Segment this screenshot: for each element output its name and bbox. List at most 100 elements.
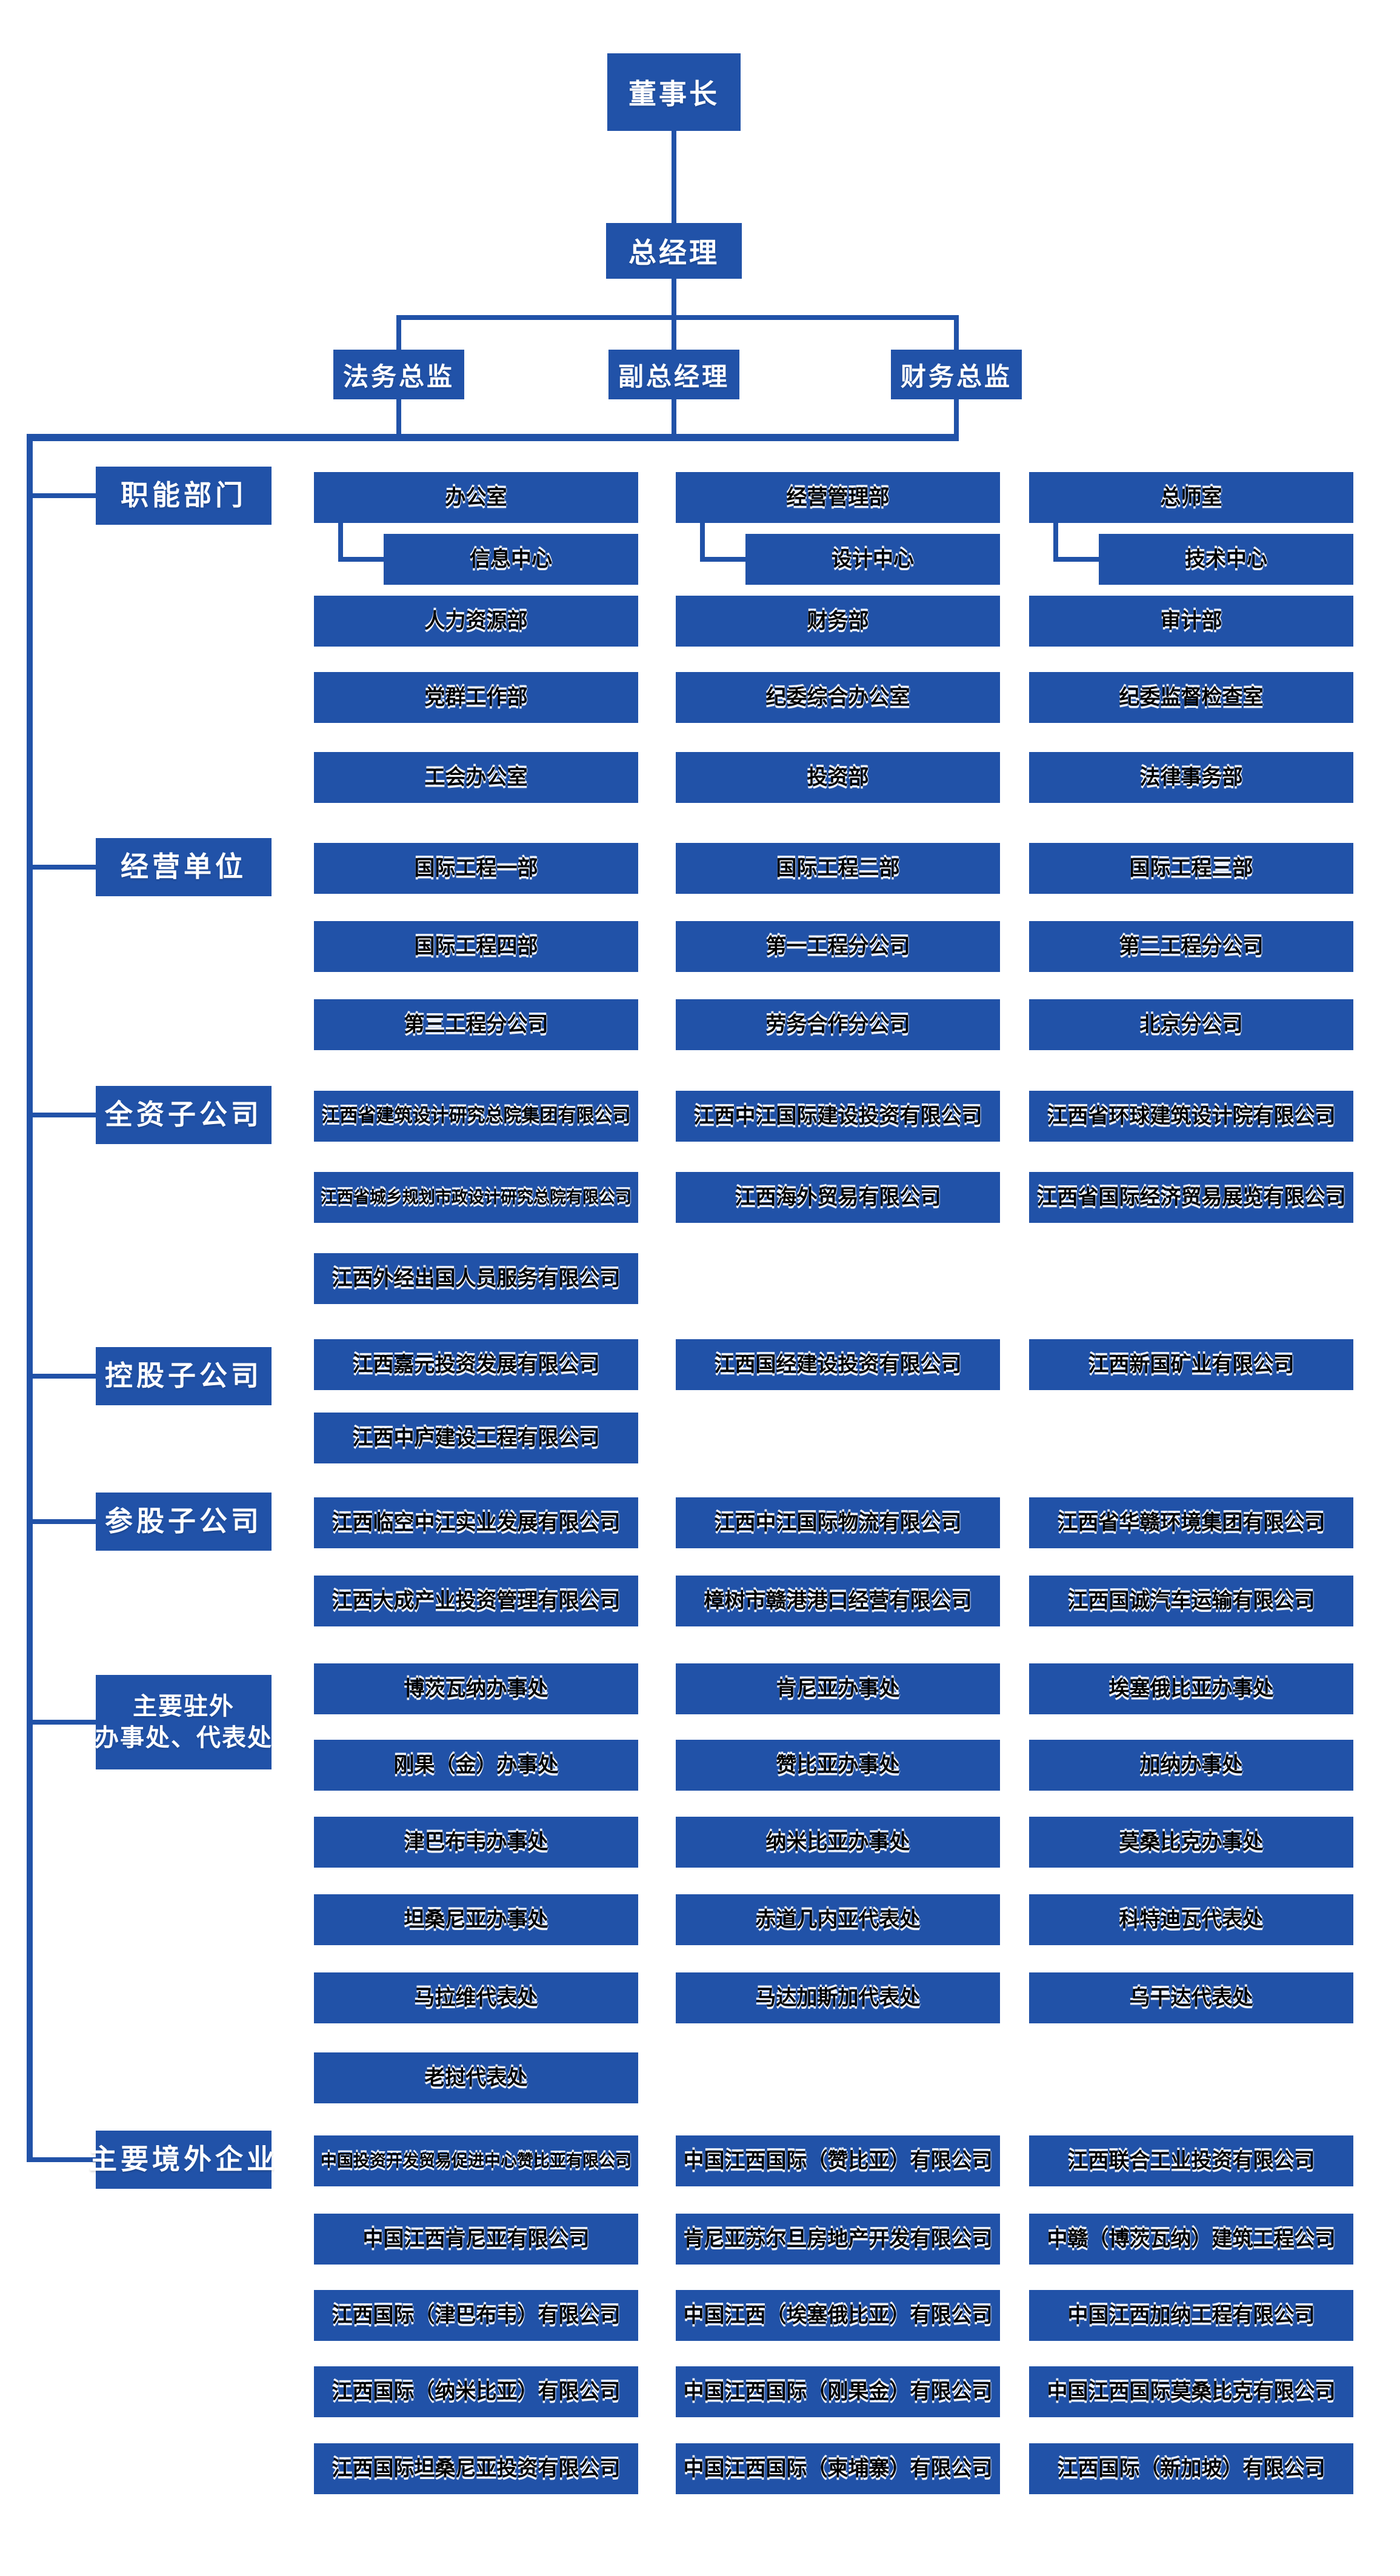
org-unit-box: 江西国经建设投资有限公司 (676, 1339, 1000, 1390)
section-label: 经营单位 (121, 851, 247, 883)
connector-vertical-line (396, 399, 401, 434)
org-unit-label: 国际工程二部 (776, 857, 900, 880)
org-unit-box: 江西国际（纳米比亚）有限公司 (314, 2366, 638, 2417)
org-unit-box: 江西大成产业投资管理有限公司 (314, 1576, 638, 1626)
org-unit-box: 中国江西加纳工程有限公司 (1029, 2290, 1353, 2341)
finance-director-label: 财务总监 (900, 362, 1012, 391)
connector-main-rail (27, 434, 959, 441)
org-unit-box: 财务部 (676, 596, 1000, 647)
org-unit-label: 江西新国矿业有限公司 (1088, 1353, 1295, 1376)
connector-sub-elbow-vertical (338, 523, 343, 562)
chairman-box: 董事长 (607, 53, 741, 131)
org-unit-label: 江西国诚汽车运输有限公司 (1067, 1589, 1315, 1612)
org-unit-box: 中国江西国际（刚果金）有限公司 (676, 2366, 1000, 2417)
section-label-box: 参股子公司 (96, 1493, 272, 1551)
org-unit-label: 马拉维代表处 (414, 1986, 538, 2009)
org-unit-label: 博茨瓦纳办事处 (404, 1677, 548, 1700)
org-unit-label: 江西省环球建筑设计院有限公司 (1047, 1105, 1336, 1128)
org-unit-box: 第三工程分公司 (314, 999, 638, 1050)
org-unit-box: 中国江西肯尼亚有限公司 (314, 2214, 638, 2265)
org-unit-box: 中国江西国际（赞比亚）有限公司 (676, 2135, 1000, 2186)
connector-section-branch (27, 1113, 96, 1117)
connector-sub-elbow-horizontal (338, 557, 384, 562)
section-label: 主要驻外 办事处、代表处 (95, 1691, 273, 1754)
org-unit-label: 中国江西国际（刚果金）有限公司 (683, 2380, 993, 2403)
org-unit-label: 党群工作部 (424, 686, 528, 709)
org-unit-label: 江西省华赣环境集团有限公司 (1057, 1511, 1325, 1534)
org-unit-box: 国际工程四部 (314, 921, 638, 972)
org-unit-box: 马达加斯加代表处 (676, 1972, 1000, 2023)
org-unit-label: 加纳办事处 (1139, 1754, 1243, 1777)
org-unit-box: 工会办公室 (314, 752, 638, 803)
org-unit-label: 江西国际（纳米比亚）有限公司 (332, 2380, 621, 2403)
org-unit-box: 江西海外贸易有限公司 (676, 1172, 1000, 1223)
section-label-line: 主要驻外 (133, 1693, 235, 1720)
org-unit-label: 国际工程一部 (414, 857, 538, 880)
connector-section-branch (27, 865, 96, 870)
section-label: 主要境外企业 (89, 2143, 278, 2175)
connector-sub-elbow-vertical (1053, 523, 1058, 562)
org-unit-label: 肯尼亚苏尔旦房地产开发有限公司 (683, 2228, 993, 2251)
org-unit-box: 江西省环球建筑设计院有限公司 (1029, 1091, 1353, 1142)
org-unit-label: 江西省建筑设计研究总院集团有限公司 (321, 1106, 631, 1126)
section-label-box: 主要境外企业 (89, 2131, 275, 2189)
org-unit-box: 国际工程二部 (676, 843, 1000, 894)
org-unit-box: 刚果（金）办事处 (314, 1740, 638, 1791)
org-unit-box: 中国江西（埃塞俄比亚）有限公司 (676, 2290, 1000, 2341)
org-unit-label: 江西临空中江实业发展有限公司 (332, 1511, 621, 1534)
org-unit-label: 科特迪瓦代表处 (1119, 1908, 1264, 1931)
org-unit-box: 江西国际（津巴布韦）有限公司 (314, 2290, 638, 2341)
org-unit-label: 赞比亚办事处 (776, 1754, 900, 1777)
org-unit-box: 乌干达代表处 (1029, 1972, 1353, 2023)
org-unit-box: 赞比亚办事处 (676, 1740, 1000, 1791)
executive-box-finance-director: 财务总监 (891, 350, 1022, 399)
org-unit-label: 莫桑比克办事处 (1119, 1831, 1264, 1854)
general-manager-box: 总经理 (606, 223, 742, 279)
org-unit-label: 中国江西国际莫桑比克有限公司 (1047, 2380, 1336, 2403)
org-unit-box: 科特迪瓦代表处 (1029, 1894, 1353, 1945)
org-unit-label: 总师室 (1160, 486, 1222, 509)
org-unit-label: 埃塞俄比亚办事处 (1108, 1677, 1274, 1700)
org-unit-box: 江西外经出国人员服务有限公司 (314, 1253, 638, 1304)
org-unit-label: 国际工程四部 (414, 935, 538, 958)
org-unit-label: 劳务合作分公司 (765, 1013, 910, 1036)
connector-sub-elbow-horizontal (700, 557, 745, 562)
org-unit-box: 设计中心 (745, 534, 1000, 585)
org-unit-label: 技术中心 (1185, 548, 1267, 571)
connector-gm-down (672, 279, 676, 315)
connector-sub-elbow-horizontal (1053, 557, 1099, 562)
org-unit-box: 劳务合作分公司 (676, 999, 1000, 1050)
org-unit-label: 工会办公室 (424, 766, 528, 789)
connector-vertical-line (672, 399, 676, 434)
org-unit-box: 津巴布韦办事处 (314, 1817, 638, 1868)
org-unit-box: 投资部 (676, 752, 1000, 803)
org-unit-label: 老挝代表处 (424, 2066, 528, 2089)
connector-section-branch (27, 493, 96, 498)
deputy-general-manager-label: 副总经理 (618, 362, 730, 391)
org-unit-box: 马拉维代表处 (314, 1972, 638, 2023)
org-unit-label: 投资部 (807, 766, 869, 789)
org-unit-label: 第二工程分公司 (1119, 935, 1264, 958)
org-unit-label: 江西外经出国人员服务有限公司 (332, 1267, 621, 1290)
org-unit-label: 津巴布韦办事处 (404, 1831, 548, 1854)
connector-section-branch (27, 1374, 96, 1379)
org-unit-label: 江西国际坦桑尼亚投资有限公司 (332, 2457, 621, 2480)
org-unit-label: 财务部 (807, 610, 869, 633)
org-unit-box: 纳米比亚办事处 (676, 1817, 1000, 1868)
org-unit-label: 第三工程分公司 (404, 1013, 548, 1036)
org-unit-box: 国际工程一部 (314, 843, 638, 894)
section-label: 参股子公司 (105, 1505, 262, 1537)
executive-box-legal-director: 法务总监 (333, 350, 464, 399)
section-label-box: 经营单位 (96, 838, 272, 896)
connector-vertical-line (672, 315, 676, 350)
org-unit-label: 中国江西加纳工程有限公司 (1067, 2304, 1315, 2327)
org-unit-label: 经营管理部 (786, 486, 890, 509)
org-unit-box: 中国投资开发贸易促进中心赞比亚有限公司 (314, 2135, 638, 2186)
org-unit-box: 纪委监督检查室 (1029, 672, 1353, 723)
org-unit-label: 江西联合工业投资有限公司 (1067, 2149, 1315, 2172)
org-unit-label: 江西国际（津巴布韦）有限公司 (332, 2304, 621, 2327)
org-unit-box: 技术中心 (1099, 534, 1353, 585)
org-unit-label: 江西省国际经济贸易展览有限公司 (1036, 1186, 1346, 1209)
org-unit-label: 乌干达代表处 (1129, 1986, 1253, 2009)
